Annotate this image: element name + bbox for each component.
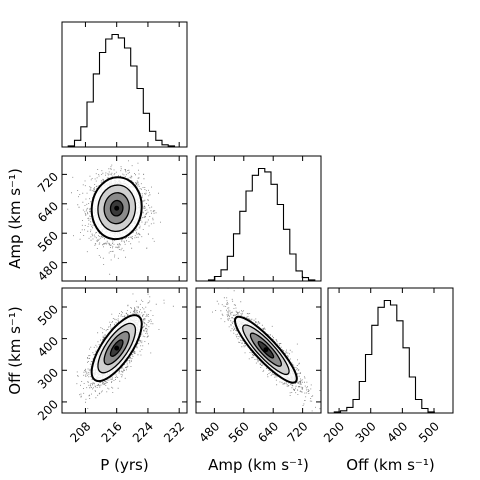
histogram-amp-line — [196, 167, 321, 282]
y-tick-amp: 480 — [35, 258, 61, 284]
y-axis-label-off: Off (km s⁻¹) — [6, 306, 24, 394]
panel-frame-r1-c0 — [61, 155, 188, 282]
y-tick-off: 200 — [35, 397, 61, 423]
panel-frame-r2-c2 — [327, 287, 454, 414]
y-tick-off: 300 — [35, 365, 61, 391]
density-peak — [263, 347, 269, 353]
x-tick-p: 216 — [99, 419, 125, 445]
x-axis-label-off: Off (km s⁻¹) — [346, 456, 434, 474]
histogram-p-line — [62, 33, 187, 148]
panel-frame-r2-c1 — [195, 287, 322, 414]
y-tick-amp: 560 — [35, 228, 61, 254]
y-axis-label-amp: Amp (km s⁻¹) — [6, 168, 24, 269]
panel-amp-off — [212, 288, 321, 412]
panel-frame-r0-c0 — [61, 21, 188, 148]
x-tick-off: 200 — [321, 419, 347, 445]
x-tick-p: 224 — [130, 419, 156, 445]
y-tick-amp: 720 — [35, 170, 61, 196]
panel-frame-r1-c1 — [195, 155, 322, 282]
x-tick-amp: 720 — [285, 419, 311, 445]
y-tick-amp: 640 — [35, 199, 61, 225]
y-tick-off: 500 — [35, 302, 61, 328]
x-tick-amp: 640 — [255, 419, 281, 445]
x-axis-label-amp: Amp (km s⁻¹) — [208, 456, 309, 474]
x-tick-p: 208 — [67, 419, 93, 445]
density-peak — [114, 205, 120, 211]
x-tick-amp: 560 — [226, 419, 252, 445]
x-axis-label-p: P (yrs) — [100, 456, 148, 474]
x-tick-amp: 480 — [196, 419, 222, 445]
histogram-off-line — [328, 299, 453, 414]
panel-p-amp — [67, 156, 161, 275]
y-tick-off: 400 — [35, 334, 61, 360]
density-peak — [114, 345, 120, 351]
x-tick-off: 400 — [384, 419, 410, 445]
panel-frame-r2-c0 — [61, 287, 188, 414]
x-tick-off: 300 — [353, 419, 379, 445]
x-tick-off: 500 — [416, 419, 442, 445]
x-tick-p: 232 — [161, 419, 187, 445]
panel-p-off — [76, 293, 174, 409]
